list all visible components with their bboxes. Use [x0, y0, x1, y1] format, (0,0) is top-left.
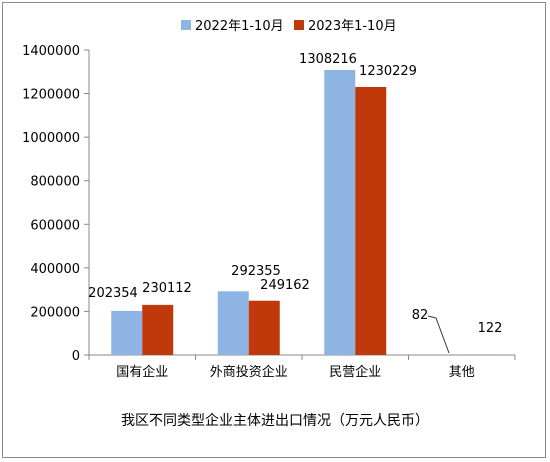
- x-tick-label: 外商投资企业: [210, 364, 288, 380]
- legend-label: 2023年1-10月: [308, 19, 397, 34]
- y-tick-label: 0: [72, 349, 80, 364]
- bar: [111, 310, 143, 355]
- data-label: 292355: [231, 264, 281, 279]
- y-tick-label: 400000: [30, 262, 80, 277]
- data-label: 122: [478, 321, 503, 336]
- x-tick-label: 其他: [449, 365, 475, 380]
- legend-label: 2022年1-10月: [195, 19, 284, 34]
- y-tick-label: 1000000: [22, 131, 80, 146]
- bar: [217, 291, 249, 355]
- data-label: 249162: [260, 278, 310, 293]
- data-label: 1230229: [359, 64, 417, 79]
- y-tick-label: 200000: [30, 305, 80, 320]
- data-label-leader-line: [427, 315, 450, 354]
- y-tick-label: 1400000: [22, 44, 80, 59]
- data-label: 82: [412, 308, 429, 323]
- y-tick-label: 600000: [30, 218, 80, 233]
- chart-title: 我区不同类型企业主体进出口情况（万元人民币）: [121, 412, 429, 429]
- data-label: 202354: [88, 286, 138, 301]
- chart-frame: [2, 2, 546, 458]
- y-tick-label: 1200000: [22, 88, 80, 103]
- data-label: 1308216: [299, 52, 357, 67]
- bar: [324, 69, 356, 356]
- x-tick-label: 国有企业: [116, 364, 168, 380]
- legend-swatch: [181, 20, 191, 30]
- x-tick-label: 民营企业: [329, 364, 381, 380]
- legend-swatch: [294, 20, 304, 30]
- data-label: 230112: [142, 281, 192, 296]
- y-tick-label: 800000: [30, 175, 80, 190]
- bar: [142, 304, 174, 355]
- bar: [355, 86, 387, 355]
- bar: [248, 300, 280, 355]
